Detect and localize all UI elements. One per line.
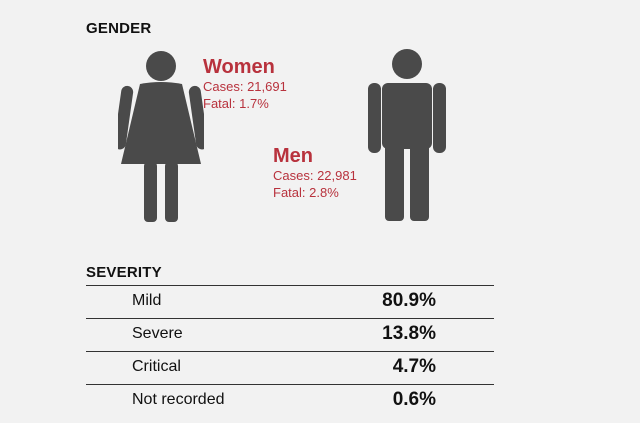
severity-value: 13.8% [382, 323, 436, 344]
gender-heading: GENDER [86, 20, 152, 37]
severity-row-severe: Severe 13.8% [86, 318, 494, 351]
women-cases: Cases: 21,691 [203, 79, 287, 94]
severity-label: Critical [132, 358, 181, 375]
severity-table: Mild 80.9% Severe 13.8% Critical 4.7% No… [86, 285, 494, 417]
men-cases: Cases: 22,981 [273, 168, 357, 183]
severity-row-not-recorded: Not recorded 0.6% [86, 384, 494, 417]
severity-label: Mild [132, 292, 162, 309]
men-stats: Men Cases: 22,981 Fatal: 2.8% [273, 145, 357, 201]
severity-label: Not recorded [132, 391, 225, 408]
men-title: Men [273, 145, 313, 167]
women-title: Women [203, 56, 275, 78]
severity-value: 0.6% [392, 389, 436, 410]
severity-heading: SEVERITY [86, 264, 162, 281]
women-stats: Women Cases: 21,691 Fatal: 1.7% [203, 56, 287, 112]
severity-label: Severe [132, 325, 183, 342]
severity-value: 80.9% [382, 290, 436, 311]
man-icon [368, 49, 446, 221]
severity-row-mild: Mild 80.9% [86, 285, 494, 318]
severity-row-critical: Critical 4.7% [86, 351, 494, 384]
men-fatal: Fatal: 2.8% [273, 185, 339, 200]
women-fatal: Fatal: 1.7% [203, 96, 269, 111]
severity-value: 4.7% [392, 356, 436, 377]
woman-icon [118, 51, 204, 222]
